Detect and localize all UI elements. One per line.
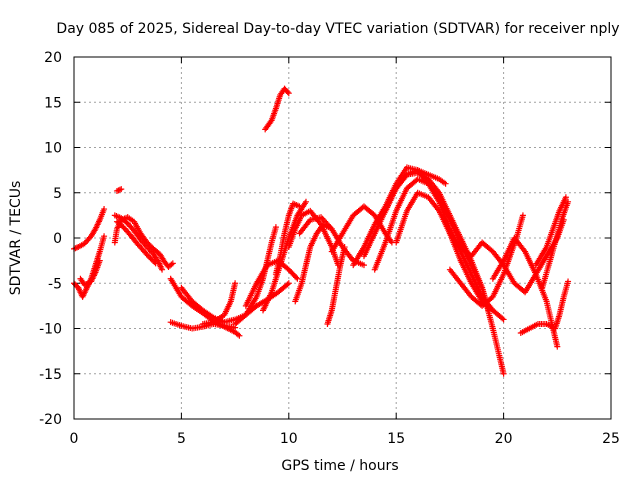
data-point-b <box>101 233 108 240</box>
y-tick-label: 20 <box>44 50 62 66</box>
data-point-c <box>96 257 103 264</box>
data-point-ae <box>562 194 569 201</box>
x-tick-label: 0 <box>70 431 79 447</box>
y-tick-label: -5 <box>48 276 62 292</box>
plot-frame <box>73 56 612 420</box>
data-point-m <box>293 274 300 281</box>
grid <box>74 57 611 419</box>
data-point-v <box>499 315 506 322</box>
data-point-o <box>284 89 291 96</box>
chart-title: Day 085 of 2025, Sidereal Day-to-day VTE… <box>56 21 619 37</box>
y-tick-label: -15 <box>39 367 62 383</box>
data-point-ad <box>565 278 572 285</box>
data-point-af <box>565 198 572 205</box>
data-point-z <box>442 180 449 187</box>
y-tick-label: 10 <box>44 141 62 157</box>
y-axis-label: SDTVAR / TECUs <box>8 181 24 296</box>
data-point-n <box>302 198 309 205</box>
y-tick-label: -20 <box>39 412 62 428</box>
data-point-o <box>285 90 292 97</box>
data-point-e <box>169 260 176 267</box>
data-point-y <box>489 307 496 314</box>
data-point-j <box>285 280 292 287</box>
data-point-t <box>341 244 348 251</box>
data-point-f <box>159 266 166 273</box>
x-axis-label: GPS time / hours <box>281 458 398 474</box>
y-tick-label: 5 <box>53 186 62 202</box>
data-point-s <box>360 262 367 269</box>
x-tick-label: 20 <box>495 431 513 447</box>
data-point-g <box>152 260 159 267</box>
data-point-p <box>296 203 303 210</box>
x-tick-label: 25 <box>602 431 620 447</box>
data-point-ac <box>554 343 561 350</box>
data-point-k <box>232 280 239 287</box>
data-point-d <box>118 186 125 193</box>
data-point-v <box>500 316 507 323</box>
x-tick-label: 5 <box>177 431 186 447</box>
x-tick-label: 10 <box>280 431 298 447</box>
y-tick-label: -10 <box>39 322 62 338</box>
x-tick-label: 15 <box>387 431 405 447</box>
data-point-y <box>488 306 495 313</box>
y-tick-label: 0 <box>53 231 62 247</box>
data-point-ab <box>519 212 526 219</box>
axis-ticks: 0 5 10 15 20 25 -20 -15 -10 -5 0 5 10 15 20 <box>39 50 620 447</box>
data-point-m <box>294 275 301 282</box>
data-point-i <box>236 332 243 339</box>
y-tick-label: 15 <box>44 95 62 111</box>
data-point-l <box>272 224 279 231</box>
data-point-a <box>101 206 108 213</box>
data-point-d <box>116 186 123 193</box>
data-point-g <box>151 259 158 266</box>
data-point-j <box>284 281 291 288</box>
data-point-x <box>500 370 507 377</box>
data-points <box>71 85 572 377</box>
